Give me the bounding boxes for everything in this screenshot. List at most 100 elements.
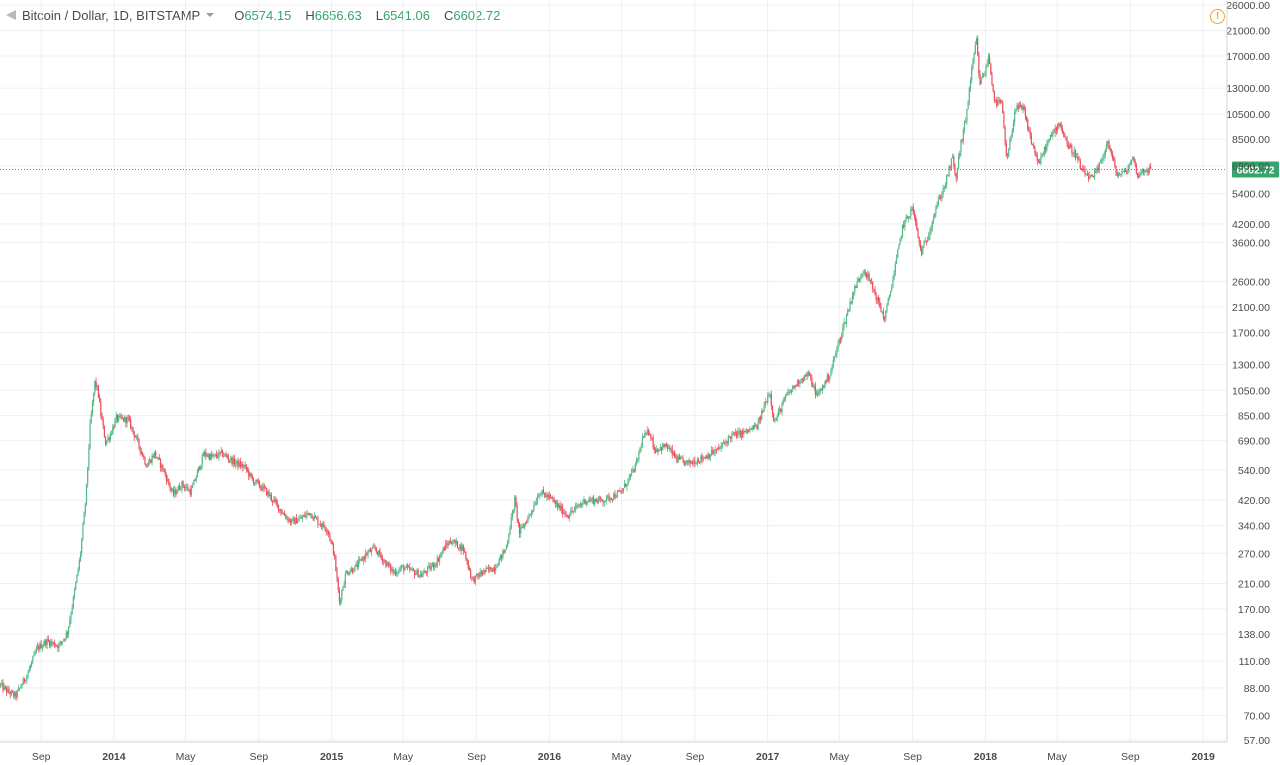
candle-body [289, 519, 292, 524]
candle-body [755, 425, 757, 426]
candle-body [551, 496, 553, 499]
candle-body [209, 454, 212, 460]
candle-body [746, 429, 749, 431]
candle-body [147, 463, 150, 467]
candle-body [471, 576, 473, 578]
candle-body [610, 498, 613, 500]
candle-body [355, 563, 357, 566]
candle-body [125, 416, 127, 424]
candle-body [28, 668, 30, 673]
candle-body [652, 437, 654, 449]
candle-body [972, 61, 974, 69]
candle-body [133, 431, 135, 437]
candle-body [795, 385, 797, 387]
candle-body [819, 389, 821, 393]
x-tick-label: Sep [686, 751, 705, 763]
candle-body [740, 430, 743, 438]
candle-body [1072, 152, 1074, 154]
candle-body [799, 382, 801, 385]
candle-body [1027, 119, 1029, 130]
candle-body [3, 686, 5, 690]
y-tick-label: 3600.00 [1232, 237, 1270, 249]
candle-body [514, 497, 516, 510]
candle-body [9, 692, 11, 695]
candle-body [777, 410, 780, 417]
candle-body [665, 443, 667, 447]
candle-body [213, 454, 215, 457]
candle-body [1037, 160, 1040, 162]
candle-body [497, 565, 499, 567]
candle-body [625, 483, 627, 487]
candle-body [423, 571, 425, 574]
candle-body [745, 429, 747, 433]
candle-body [988, 56, 991, 64]
candle-body [225, 454, 227, 456]
candle-body [495, 567, 497, 571]
candle-body [201, 455, 203, 466]
candle-body [119, 415, 121, 417]
symbol-title[interactable]: Bitcoin / Dollar, 1D, BITSTAMP [22, 7, 201, 23]
candle-body [13, 692, 15, 697]
candle-body [608, 495, 610, 501]
candle-body [518, 523, 521, 534]
candle-body [335, 555, 337, 571]
candle-body [578, 505, 580, 507]
candle-body [95, 380, 97, 388]
candle-body [361, 558, 363, 561]
candle-body [529, 514, 531, 515]
candle-body [918, 236, 920, 243]
candle-body [478, 575, 480, 577]
candle-body [583, 499, 585, 504]
candle-body [549, 495, 552, 497]
candle-body [1114, 159, 1116, 166]
candle-body [694, 460, 696, 465]
candle-body [869, 279, 871, 282]
candle-body [517, 519, 519, 524]
candle-body [1021, 105, 1023, 110]
candle-body [246, 468, 249, 471]
candle-body [77, 569, 79, 575]
candle-body [446, 543, 448, 545]
candle-body [485, 567, 487, 572]
candle-body [900, 236, 902, 239]
alert-circle-icon[interactable]: ! [1210, 9, 1225, 24]
candle-body [336, 570, 338, 579]
candle-body [1071, 147, 1073, 153]
candle-body [439, 556, 441, 562]
candle-body [273, 499, 275, 502]
candle-body [50, 641, 52, 646]
candle-body [832, 359, 834, 367]
candle-body [522, 526, 524, 528]
candle-body [479, 571, 481, 577]
candle-body [996, 99, 998, 106]
candle-body [623, 483, 626, 489]
candle-body [350, 568, 352, 572]
candle-body [305, 514, 307, 517]
candle-body [109, 434, 111, 440]
candle-body [852, 291, 855, 296]
chevron-down-icon[interactable] [206, 13, 215, 17]
x-tick-label: Sep [467, 751, 486, 763]
candle-body [240, 464, 243, 467]
candle-body [622, 488, 624, 492]
candle-body [868, 274, 870, 280]
candle-body [631, 469, 633, 474]
candle-body [993, 91, 995, 101]
candle-body [443, 547, 445, 551]
candle-body [283, 513, 286, 516]
candle-body [180, 489, 182, 491]
candle-body [1030, 134, 1032, 144]
candle-body [901, 224, 904, 237]
candle-body [375, 548, 377, 552]
candle-body [626, 484, 628, 487]
candle-body [402, 565, 404, 567]
candle-body [474, 575, 477, 583]
candle-body [515, 497, 517, 507]
candle-body [496, 566, 498, 568]
candle-body [592, 498, 595, 504]
candle-body [512, 509, 515, 511]
candle-body [776, 416, 778, 421]
candle-body [796, 379, 799, 387]
candle-body [276, 502, 278, 505]
